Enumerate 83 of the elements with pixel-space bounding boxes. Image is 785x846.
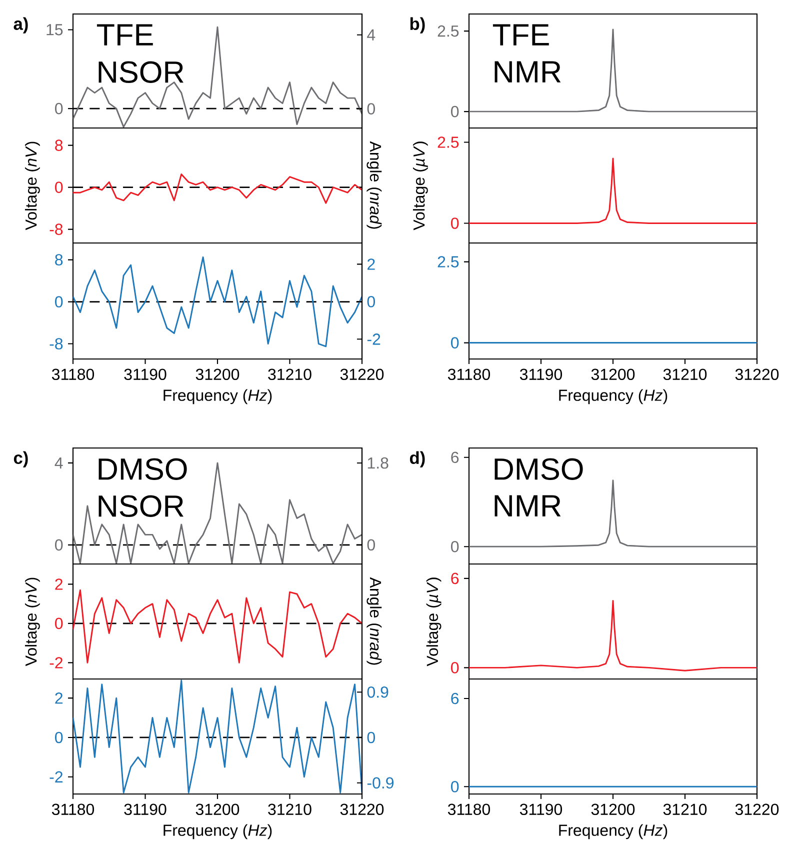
y-axis-title: Voltage (µV) bbox=[426, 578, 442, 666]
y-tick-label: 6 bbox=[451, 452, 459, 464]
y2-tick-label: -2 bbox=[367, 334, 380, 345]
x-tick-label: 31210 bbox=[663, 368, 707, 380]
y-tick-label: 0 bbox=[451, 540, 459, 552]
annotation: NMR bbox=[494, 495, 561, 516]
y-tick-label: -2 bbox=[50, 771, 62, 782]
annotation: NSOR bbox=[98, 495, 184, 517]
y-tick-label: 0 bbox=[55, 539, 63, 551]
x-axis-title: Frequency (Hz) bbox=[164, 389, 272, 404]
x-tick-label: 31180 bbox=[52, 804, 94, 816]
x-axis-title: Frequency (Hz) bbox=[164, 824, 272, 840]
y2-tick-label: 2 bbox=[368, 258, 375, 270]
y2-tick-label: -0.9 bbox=[367, 777, 394, 789]
y2-tick-label: 4 bbox=[367, 29, 376, 40]
y2-tick-label: 0.9 bbox=[367, 686, 388, 698]
y2-tick-label: 0 bbox=[367, 732, 375, 744]
y-tick-label: 0 bbox=[451, 337, 459, 348]
x-tick-label: 31220 bbox=[735, 804, 779, 816]
y-axis-title: Voltage (nV) bbox=[25, 578, 40, 666]
text: c) bbox=[14, 451, 28, 468]
y2-tick-label: 0 bbox=[367, 539, 375, 551]
y-tick-label: 4 bbox=[54, 457, 63, 468]
x-tick-label: 31200 bbox=[591, 368, 635, 380]
annotation: TFE bbox=[492, 24, 549, 46]
x-tick-label: 31190 bbox=[520, 368, 562, 380]
y2-tick-label: 1.8 bbox=[368, 457, 388, 469]
line-series bbox=[469, 600, 757, 672]
annotation: DMSO bbox=[98, 458, 187, 480]
y-tick-label: 0 bbox=[55, 618, 63, 630]
y-tick-label: 6 bbox=[451, 572, 459, 584]
x-tick-label: 31220 bbox=[735, 368, 779, 380]
x-tick-label: 31190 bbox=[124, 804, 166, 816]
y-tick-label: 6 bbox=[451, 692, 459, 704]
y-tick-label: 2 bbox=[55, 692, 62, 704]
y2-axis-title: Angle (nrad) bbox=[366, 141, 382, 229]
y-tick-label: -8 bbox=[50, 224, 63, 235]
y-tick-label: 0 bbox=[451, 218, 459, 229]
x-tick-label: 31210 bbox=[663, 804, 707, 816]
annotation: TFE bbox=[96, 24, 153, 46]
y-tick-label: -8 bbox=[50, 338, 63, 350]
y-tick-label: 2.5 bbox=[438, 256, 459, 268]
y-tick-label: -2 bbox=[50, 657, 62, 668]
line-series bbox=[73, 589, 362, 664]
y-tick-label: 2 bbox=[55, 578, 62, 590]
text: b) bbox=[410, 17, 425, 34]
x-tick-label: 31200 bbox=[196, 368, 240, 380]
x-tick-label: 31210 bbox=[268, 368, 312, 380]
x-axis-title: Frequency (Hz) bbox=[559, 824, 668, 840]
text: a) bbox=[14, 17, 28, 34]
y2-tick-label: 0 bbox=[367, 296, 375, 308]
y-tick-label: 2.5 bbox=[438, 136, 459, 148]
y-tick-label: 15 bbox=[46, 24, 63, 36]
x-tick-label: 31220 bbox=[340, 804, 384, 816]
x-tick-label: 31180 bbox=[448, 368, 490, 380]
x-tick-label: 31180 bbox=[52, 368, 94, 380]
y-tick-label: 2.5 bbox=[438, 25, 459, 37]
line-series bbox=[73, 26, 362, 128]
x-tick-label: 31210 bbox=[268, 804, 312, 816]
x-tick-label: 31180 bbox=[448, 804, 490, 816]
x-tick-label: 31220 bbox=[340, 368, 384, 380]
annotation: NMR bbox=[494, 61, 561, 82]
x-tick-label: 31200 bbox=[591, 804, 635, 816]
y-axis-title: Voltage (nV) bbox=[25, 142, 40, 230]
x-tick-label: 31190 bbox=[124, 368, 166, 380]
y-tick-label: 0 bbox=[451, 662, 459, 674]
y-tick-label: 0 bbox=[55, 732, 63, 744]
y-tick-label: 0 bbox=[451, 780, 459, 792]
annotation: DMSO bbox=[494, 458, 583, 480]
y-tick-label: 0 bbox=[55, 102, 63, 114]
y2-tick-label: 0 bbox=[367, 103, 375, 114]
x-tick-label: 31200 bbox=[196, 804, 240, 816]
x-axis-title: Frequency (Hz) bbox=[559, 389, 668, 404]
y-tick-label: 0 bbox=[451, 106, 459, 118]
annotation: NSOR bbox=[98, 61, 184, 83]
x-tick-label: 31190 bbox=[520, 804, 562, 816]
y-axis-title: Voltage (µV) bbox=[412, 142, 428, 230]
y-tick-label: 8 bbox=[55, 140, 63, 151]
y2-axis-title: Angle (nrad) bbox=[366, 577, 382, 665]
text: d) bbox=[410, 451, 425, 468]
y-tick-label: 0 bbox=[55, 182, 63, 193]
y-tick-label: 0 bbox=[55, 296, 63, 308]
y-tick-label: 8 bbox=[55, 254, 63, 266]
